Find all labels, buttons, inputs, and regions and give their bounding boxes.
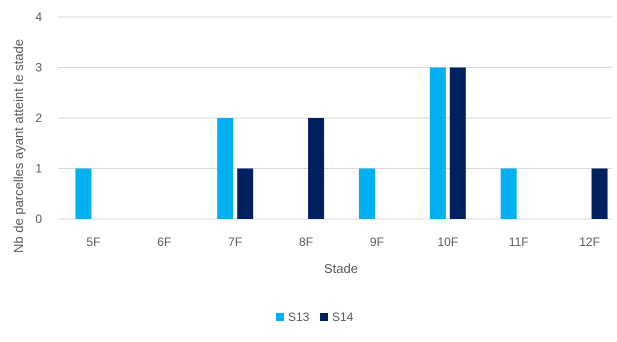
bars: [75, 67, 608, 219]
bar-s13-5f: [75, 168, 92, 219]
y-tick-labels: 0 1 2 3 4: [35, 10, 42, 226]
legend-swatch-s13: [276, 313, 284, 321]
x-tick-label: 9F: [370, 235, 384, 249]
legend-label: S14: [332, 310, 354, 324]
legend: S13 S14: [276, 310, 354, 324]
bar-s14-7f: [237, 168, 254, 219]
y-tick-label: 0: [35, 212, 42, 226]
bar-s13-7f: [217, 118, 234, 219]
y-tick-label: 3: [35, 61, 42, 75]
x-axis-label: Stade: [324, 261, 358, 276]
y-tick-label: 1: [35, 162, 42, 176]
y-axis-label: Nb de parcelles ayant atteint le stade: [11, 39, 26, 253]
x-tick-label: 11F: [509, 235, 529, 249]
x-tick-labels: 5F 6F 7F 8F 9F 10F 11F 12F: [86, 235, 599, 249]
gridlines: [58, 16, 612, 220]
x-tick-label: 8F: [299, 235, 313, 249]
bar-s13-10f: [429, 67, 446, 219]
x-tick-label: 5F: [86, 235, 100, 249]
bar-s14-8f: [308, 118, 325, 219]
x-tick-label: 7F: [228, 235, 242, 249]
x-tick-label: 6F: [157, 235, 171, 249]
legend-swatch-s14: [320, 313, 328, 321]
x-tick-label: 10F: [437, 235, 458, 249]
bar-s14-12f: [591, 168, 608, 219]
bar-s13-11f: [500, 168, 517, 219]
y-tick-label: 2: [35, 111, 42, 125]
bar-s14-10f: [449, 67, 466, 219]
legend-label: S13: [288, 310, 310, 324]
y-tick-label: 4: [35, 10, 42, 24]
bar-s13-9f: [358, 168, 375, 219]
x-tick-label: 12F: [579, 235, 600, 249]
